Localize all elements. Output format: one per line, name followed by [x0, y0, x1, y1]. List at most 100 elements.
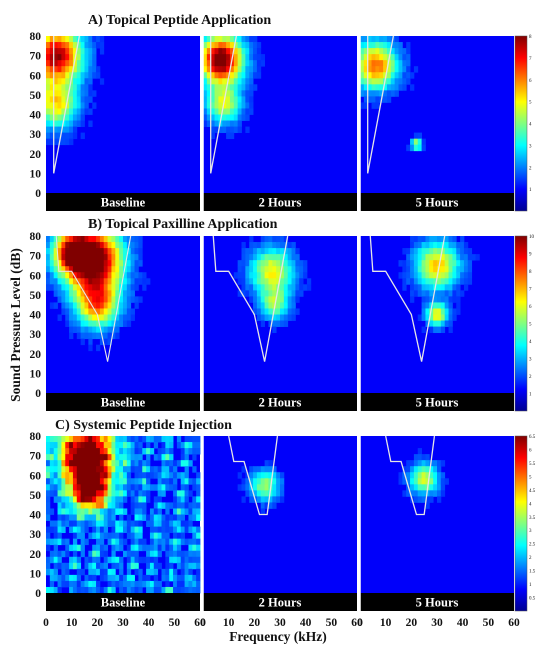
heatmap-cell [53, 138, 58, 146]
heatmap-cell [413, 266, 419, 273]
heatmap-cell [72, 478, 78, 485]
heatmap-cell [425, 266, 430, 273]
heatmap-cell [134, 442, 139, 449]
heatmap-cell [169, 484, 174, 491]
heatmap-cell [46, 586, 51, 594]
heatmap-cell [203, 84, 208, 91]
heatmap-cell [119, 532, 124, 540]
heatmap-cell [80, 332, 85, 340]
heatmap-cell [210, 36, 215, 43]
heatmap-cell [410, 296, 415, 303]
heatmap-cell [61, 42, 66, 49]
heatmap-cell [161, 472, 166, 479]
heatmap-cell [165, 586, 170, 594]
heatmap-cell [264, 472, 269, 479]
heatmap-cell [249, 108, 254, 115]
heatmap-cell [241, 108, 246, 115]
colorbar-b [514, 235, 528, 412]
heatmap-cell [448, 236, 453, 243]
heatmap-cell [180, 484, 185, 491]
heatmap-cell [99, 48, 105, 55]
heatmap-cell [460, 236, 465, 243]
heatmap-cell [253, 472, 258, 479]
heatmap-cell [111, 448, 116, 455]
heatmap-cell [111, 544, 116, 552]
heatmap-cell [406, 254, 411, 261]
heatmap-cell [123, 466, 128, 473]
heatmap-cell [245, 254, 250, 261]
heatmap-cell [256, 302, 262, 309]
heatmap-cell [46, 242, 51, 249]
heatmap-cell [241, 84, 246, 91]
heatmap-cell [363, 36, 369, 43]
heatmap-cell [371, 48, 376, 55]
heatmap-cell [433, 266, 438, 273]
heatmap-cell [107, 454, 112, 461]
heatmap-cell [103, 302, 108, 309]
heatmap-cell [429, 248, 434, 255]
heatmap-cell [161, 490, 166, 497]
y-tick-label: 20 [30, 549, 42, 561]
heatmap-cell [72, 544, 78, 552]
heatmap-cell [196, 496, 201, 503]
heatmap-cell [69, 320, 74, 327]
heatmap-cell [264, 278, 269, 285]
y-tick-label: 30 [30, 129, 42, 141]
heatmap-cell [256, 290, 262, 297]
heatmap-cell [88, 278, 93, 285]
heatmap-cell [57, 520, 62, 527]
heatmap-cell [123, 526, 128, 534]
heatmap-cell [57, 556, 62, 564]
heatmap-cell [57, 538, 62, 546]
heatmap-cell [49, 490, 55, 497]
heatmap-cell [142, 472, 147, 479]
heatmap-cell [444, 284, 449, 291]
heatmap-cell [287, 266, 292, 273]
heatmap-cell [119, 514, 124, 521]
heatmap-cell [84, 562, 89, 570]
heatmap-cell [49, 84, 55, 91]
heatmap-cell [96, 290, 101, 297]
heatmap-cell [96, 284, 101, 291]
heatmap-cell [222, 90, 227, 97]
heatmap-cell [165, 538, 170, 546]
heatmap-cell [161, 544, 166, 552]
heatmap-cell [49, 574, 55, 582]
heatmap-cell [103, 272, 108, 279]
heatmap-cell [84, 260, 89, 267]
threshold-curve [212, 235, 289, 362]
heatmap-cell [88, 72, 93, 79]
heatmap-cell [229, 108, 235, 115]
heatmap-cell [165, 508, 170, 515]
heatmap-cell [72, 236, 78, 243]
heatmap-cell [157, 586, 162, 594]
heatmap-cell [283, 236, 289, 243]
heatmap-cell [88, 502, 93, 509]
heatmap-cell [196, 574, 201, 582]
panel-label: Baseline [101, 196, 146, 210]
heatmap-cell [203, 48, 208, 55]
heatmap-cell [276, 242, 281, 249]
heatmap-cell [260, 278, 265, 285]
heatmap-cell [53, 236, 58, 243]
heatmap-cell [96, 278, 101, 285]
heatmap-cell [57, 66, 62, 73]
heatmap-cell [111, 580, 116, 588]
heatmap-cell [80, 102, 85, 109]
heatmap-cell [196, 442, 201, 449]
heatmap-cell [99, 508, 105, 515]
heatmap-cell [375, 36, 380, 43]
heatmap-cell [295, 254, 300, 261]
heatmap-cell [57, 78, 62, 85]
heatmap-cell [99, 532, 105, 540]
heatmap-cell [180, 550, 185, 558]
heatmap-cell [444, 236, 449, 243]
heatmap-cell [84, 502, 89, 509]
heatmap-cell [92, 48, 97, 55]
heatmap-cell [53, 290, 58, 297]
heatmap-cell [80, 326, 85, 334]
heatmap-cell [206, 36, 212, 43]
heatmap-cell [176, 520, 182, 527]
colorbar-tick-label: 4 [529, 502, 532, 507]
